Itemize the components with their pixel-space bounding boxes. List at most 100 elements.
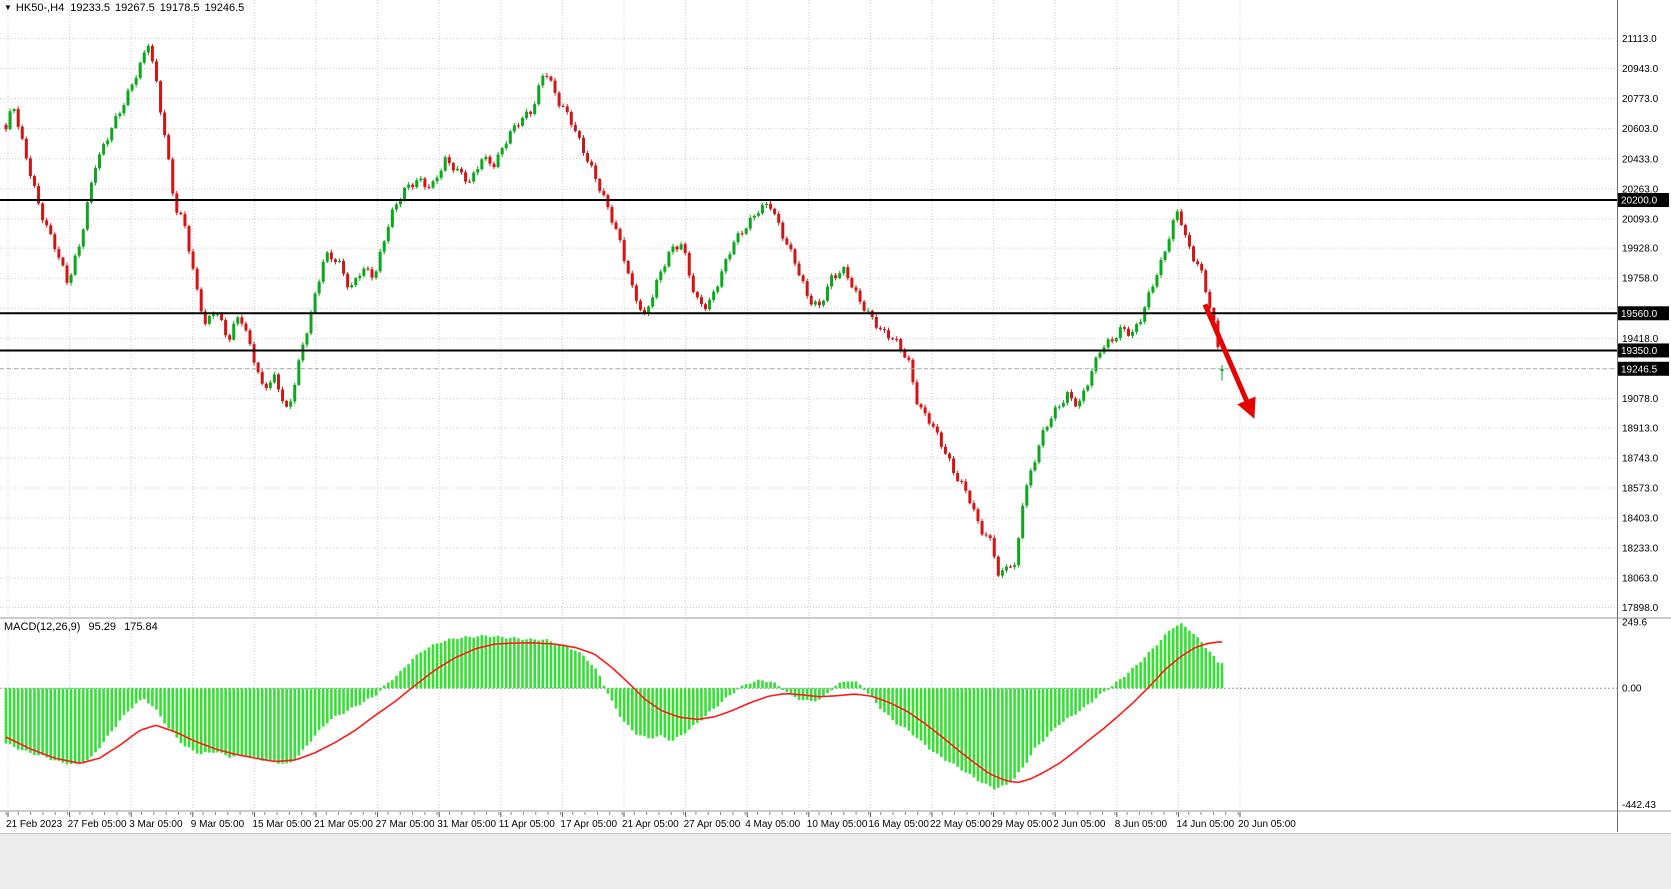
macd-histogram-bar — [33, 688, 36, 756]
candle-body — [923, 407, 927, 414]
candle-body — [354, 278, 358, 286]
macd-histogram-bar — [256, 688, 260, 759]
candle-body — [850, 277, 854, 288]
macd-histogram-bar — [435, 643, 439, 689]
macd-histogram-bar — [61, 688, 65, 763]
macd-histogram-bar — [647, 688, 650, 739]
candle-body — [122, 105, 126, 114]
macd-histogram-bar — [1139, 662, 1142, 689]
macd-histogram-bar — [1196, 637, 1199, 689]
macd-histogram-bar — [838, 682, 842, 689]
macd-histogram-bar — [565, 646, 569, 689]
price-axis-label: 17898.0 — [1622, 603, 1659, 614]
candle-body — [439, 170, 443, 178]
macd-histogram-bar — [724, 688, 728, 698]
candle-body — [130, 84, 134, 91]
macd-histogram-bar — [720, 688, 724, 702]
candle-body — [1086, 385, 1090, 391]
macd-histogram-bar — [740, 685, 744, 689]
macd-histogram-bar — [57, 688, 61, 761]
macd-histogram-bar — [90, 688, 93, 757]
candle-body — [659, 271, 663, 281]
macd-histogram-bar — [618, 688, 622, 717]
macd-histogram-bar — [65, 688, 69, 765]
macd-histogram-bar — [1086, 688, 1090, 705]
macd-histogram-bar — [870, 688, 874, 698]
trend-arrow[interactable] — [1202, 303, 1256, 419]
candle-body — [362, 268, 366, 276]
candle-body — [903, 350, 907, 358]
macd-histogram-bar — [49, 688, 53, 760]
macd-histogram-bar — [358, 688, 362, 706]
candle-body — [65, 265, 69, 283]
macd-histogram-bar — [582, 655, 585, 689]
candle-body — [1126, 328, 1130, 336]
candle-body — [1106, 339, 1110, 348]
macd-histogram-bar — [199, 688, 203, 755]
macd-histogram-bar — [260, 688, 264, 761]
candle-body — [398, 200, 402, 205]
macd-histogram-bar — [936, 688, 939, 754]
candle-body — [163, 112, 167, 136]
candle-body — [61, 257, 65, 266]
close-value: 19246.5 — [204, 2, 245, 14]
candle-body — [838, 273, 842, 279]
macd-histogram-bar — [687, 688, 691, 730]
price-axis-label: 20433.0 — [1622, 154, 1659, 165]
candle-body — [154, 61, 158, 82]
macd-axis-label: -442.43 — [1622, 800, 1656, 811]
candle-body — [687, 252, 691, 276]
candle-body — [765, 203, 769, 206]
macd-histogram-bar — [846, 681, 850, 689]
candle-body — [342, 260, 346, 274]
candle-body — [1061, 402, 1065, 407]
candle-body — [911, 359, 915, 383]
candle-body — [138, 62, 142, 78]
macd-histogram-bar — [614, 688, 618, 709]
candle-body — [167, 135, 171, 160]
macd-histogram-bar — [212, 688, 215, 753]
macd-histogram-bar — [716, 688, 720, 707]
chart-canvas[interactable]: 21 Feb 2023 27 Feb 05:00 3 Mar 05:00 9 Mar … — [0, 0, 1671, 832]
macd-histogram-bar — [447, 638, 451, 689]
macd-histogram-bar — [69, 688, 73, 764]
time-axis-label: 27 Mar 05:00 — [376, 819, 435, 830]
candle-body — [1110, 339, 1114, 342]
candle-body — [1013, 565, 1017, 567]
macd-histogram-bar — [468, 636, 471, 689]
candle-body — [285, 401, 289, 407]
macd-histogram-bar — [931, 688, 935, 753]
candle-body — [1049, 418, 1053, 427]
macd-histogram-bar — [1053, 688, 1057, 728]
macd-histogram-bar — [488, 637, 492, 689]
candle-body — [73, 255, 77, 275]
candle-body — [821, 300, 825, 306]
candle-body — [45, 220, 49, 226]
macd-histogram-bar — [1070, 688, 1073, 717]
candle-body — [553, 80, 557, 93]
candle-body — [236, 317, 240, 324]
macd-histogram-bar — [419, 652, 423, 689]
macd-histogram-bar — [525, 639, 528, 689]
candle-body — [728, 254, 732, 260]
candle-body — [862, 301, 866, 311]
candle-body — [309, 312, 313, 334]
candle-body — [887, 330, 891, 339]
candle-body — [826, 286, 830, 301]
candle-body — [1070, 392, 1074, 399]
candle-body — [598, 178, 602, 192]
macd-histogram-bar — [252, 688, 256, 757]
candle-body — [781, 222, 785, 239]
symbol-dropdown-icon[interactable]: ▼ — [4, 3, 12, 12]
time-axis-label: 4 May 05:00 — [745, 819, 800, 830]
candle-body — [427, 186, 431, 188]
candle-body — [1094, 357, 1098, 372]
candle-body — [1220, 368, 1224, 372]
candle-body — [618, 228, 622, 241]
macd-histogram-bar — [289, 688, 292, 763]
candle-body — [976, 509, 980, 522]
macd-histogram-bar — [651, 688, 654, 739]
candle-body — [102, 144, 106, 155]
macd-histogram-bar — [785, 688, 789, 692]
